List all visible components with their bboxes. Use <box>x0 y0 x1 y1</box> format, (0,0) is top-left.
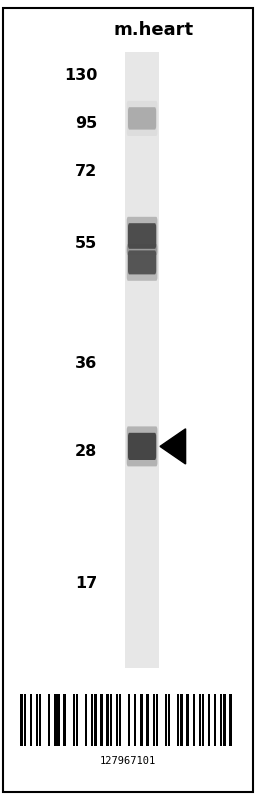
Bar <box>24 694 26 746</box>
Bar <box>116 694 118 746</box>
Bar <box>73 694 75 746</box>
Bar <box>193 694 195 746</box>
Text: 127967101: 127967101 <box>100 756 156 766</box>
Bar <box>110 694 112 746</box>
Bar <box>208 694 210 746</box>
Bar <box>106 694 109 746</box>
FancyBboxPatch shape <box>127 101 157 136</box>
Polygon shape <box>160 429 186 464</box>
Bar <box>20 694 23 746</box>
Bar <box>57 694 60 746</box>
Bar <box>186 694 189 746</box>
Text: 130: 130 <box>64 69 97 83</box>
Bar <box>223 694 226 746</box>
FancyBboxPatch shape <box>127 426 157 466</box>
Bar <box>48 694 50 746</box>
Bar <box>125 52 159 668</box>
Text: 17: 17 <box>75 577 97 591</box>
Bar <box>100 694 103 746</box>
FancyBboxPatch shape <box>128 223 156 249</box>
FancyBboxPatch shape <box>127 217 157 255</box>
Bar <box>39 694 41 746</box>
Bar <box>134 694 136 746</box>
Bar <box>214 694 216 746</box>
Bar <box>156 694 158 746</box>
Bar <box>91 694 93 746</box>
Bar <box>128 694 130 746</box>
FancyBboxPatch shape <box>3 8 253 792</box>
Text: 95: 95 <box>75 117 97 131</box>
Text: m.heart: m.heart <box>114 22 194 39</box>
Bar <box>165 694 167 746</box>
FancyBboxPatch shape <box>128 107 156 130</box>
Text: 36: 36 <box>75 357 97 371</box>
Bar <box>119 694 121 746</box>
FancyBboxPatch shape <box>128 433 156 460</box>
Bar <box>177 694 179 746</box>
Bar <box>76 694 78 746</box>
Text: 72: 72 <box>75 165 97 179</box>
Bar <box>180 694 183 746</box>
Bar <box>36 694 38 746</box>
FancyBboxPatch shape <box>127 244 157 281</box>
Text: 28: 28 <box>75 445 97 459</box>
Bar <box>229 694 232 746</box>
Bar <box>202 694 204 746</box>
Bar <box>199 694 201 746</box>
Bar <box>168 694 170 746</box>
Text: 55: 55 <box>75 237 97 251</box>
Bar <box>153 694 155 746</box>
Bar <box>54 694 57 746</box>
Bar <box>94 694 97 746</box>
Bar <box>30 694 32 746</box>
Bar <box>220 694 222 746</box>
FancyBboxPatch shape <box>128 250 156 274</box>
Bar <box>85 694 87 746</box>
Bar <box>140 694 143 746</box>
Bar <box>63 694 66 746</box>
Bar <box>146 694 149 746</box>
